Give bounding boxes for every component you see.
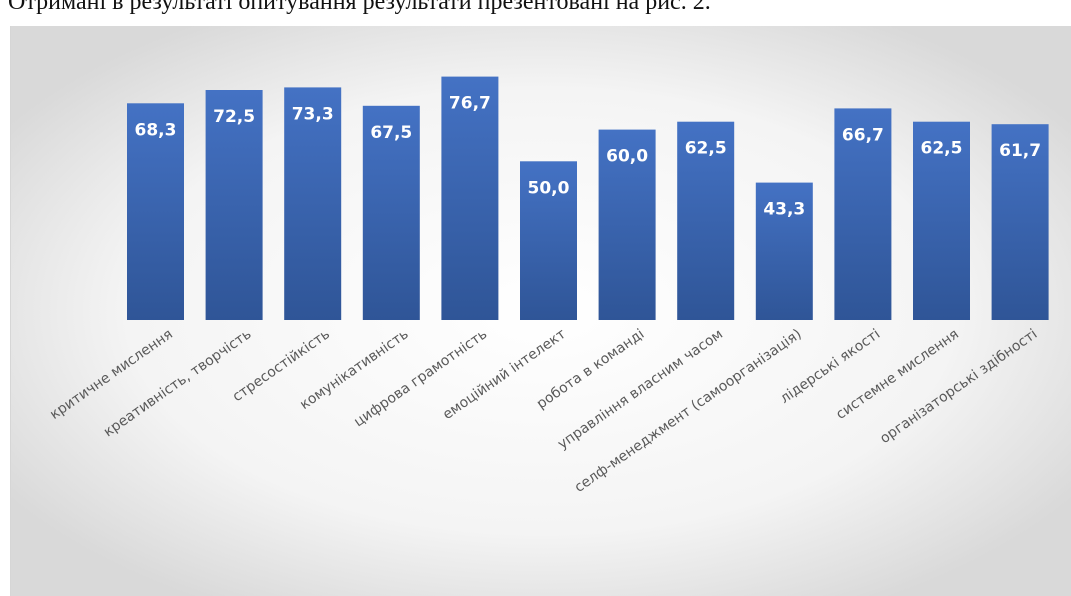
bar-11 xyxy=(913,121,970,320)
bar-value-label: 73,3 xyxy=(292,104,334,124)
bar-7 xyxy=(598,129,656,320)
bar-2 xyxy=(205,90,263,320)
bar-value-label: 62,5 xyxy=(921,139,963,159)
figure-caption: Отримані в результаті опитування результ… xyxy=(8,0,711,15)
bar-value-label: 68,3 xyxy=(135,120,177,140)
bar-6 xyxy=(520,161,577,320)
bar-value-label: 62,5 xyxy=(685,139,727,159)
bar-4 xyxy=(362,105,420,320)
value-labels-layer: 68,3 72,5 73,3 67,5 76,7 50,0 60,0 62,5 43,3 66,7… xyxy=(135,94,1042,220)
bar-12 xyxy=(991,124,1049,320)
bars-layer xyxy=(127,76,1049,321)
bar-9 xyxy=(755,182,813,320)
bar-value-label: 67,5 xyxy=(370,123,412,143)
bar-value-label: 50,0 xyxy=(528,178,570,198)
bar-10 xyxy=(834,108,892,321)
bar-5 xyxy=(441,76,499,320)
bar-8 xyxy=(677,121,735,320)
bar-value-label: 43,3 xyxy=(763,200,805,220)
bar-value-label: 76,7 xyxy=(449,94,491,114)
chart-frame-edge xyxy=(10,26,11,596)
bar-value-label: 72,5 xyxy=(213,107,255,127)
bar-value-label: 66,7 xyxy=(842,125,884,145)
bar-1 xyxy=(127,103,184,320)
bar-3 xyxy=(284,87,342,321)
bar-value-label: 61,7 xyxy=(999,141,1041,161)
bar-value-label: 60,0 xyxy=(606,147,648,167)
